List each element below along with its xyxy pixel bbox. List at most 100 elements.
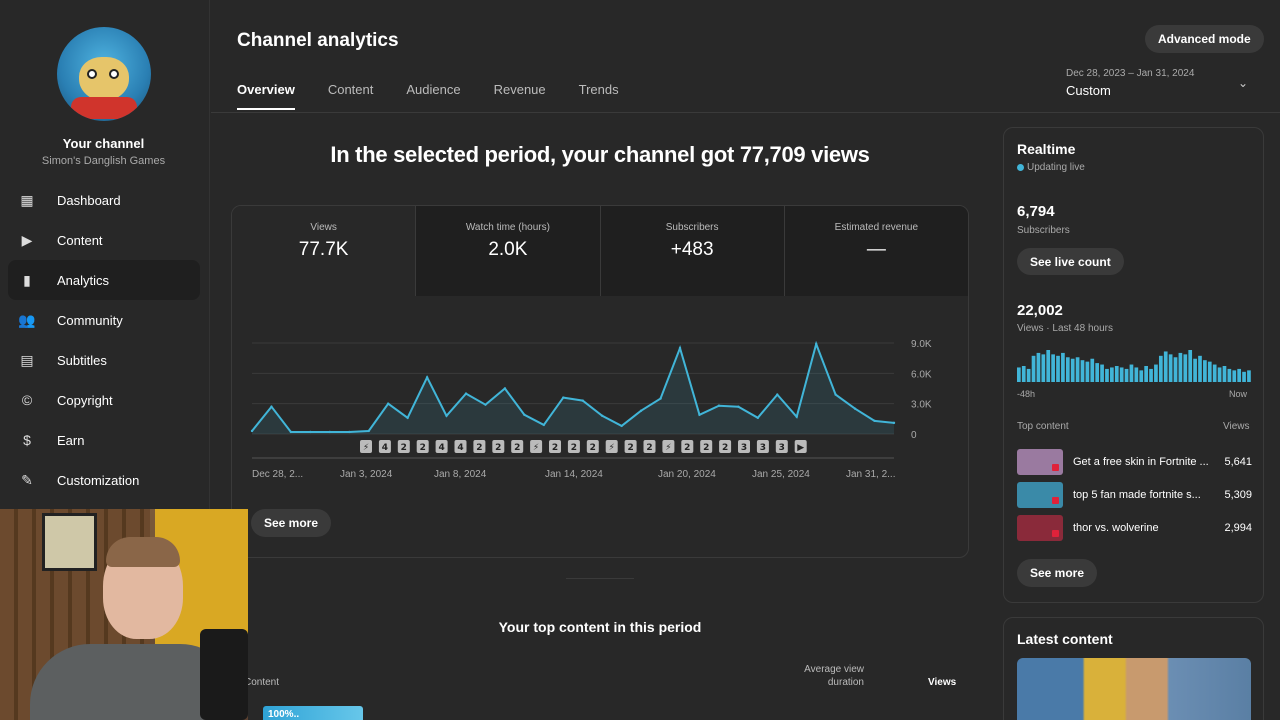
upload-marker[interactable] [511, 440, 524, 453]
realtime-bar[interactable] [1207, 361, 1212, 382]
sidebar-item-analytics[interactable]: ▮ Analytics [8, 260, 200, 300]
date-range[interactable]: Dec 28, 2023 – Jan 31, 2024 [1066, 68, 1195, 79]
latest-content-thumbnail[interactable] [1017, 658, 1251, 720]
realtime-bar[interactable] [1085, 361, 1090, 382]
data-point[interactable] [600, 414, 604, 417]
data-point[interactable] [289, 430, 293, 434]
realtime-top-item[interactable]: top 5 fan made fortnite s... 5,309 [1017, 482, 1252, 508]
realtime-bar[interactable] [1070, 358, 1075, 382]
data-point[interactable] [620, 424, 623, 428]
metric-tab[interactable]: Watch time (hours) 2.0K [416, 206, 601, 296]
realtime-bar[interactable] [1217, 367, 1222, 382]
realtime-bar[interactable] [1183, 354, 1188, 382]
realtime-top-item[interactable]: thor vs. wolverine 2,994 [1017, 515, 1252, 541]
realtime-top-item[interactable]: Get a free skin in Fortnite ... 5,641 [1017, 449, 1252, 475]
realtime-bar[interactable] [1051, 354, 1055, 382]
upload-marker[interactable] [397, 440, 410, 453]
realtime-bar[interactable] [1080, 360, 1085, 382]
data-point[interactable] [776, 393, 779, 396]
realtime-bar[interactable] [1198, 355, 1202, 382]
upload-marker[interactable] [775, 440, 788, 453]
upload-marker[interactable] [756, 440, 769, 453]
data-point[interactable] [309, 430, 312, 434]
realtime-bar[interactable] [1065, 357, 1070, 382]
sidebar-item-dashboard[interactable]: ▦ Dashboard [8, 180, 200, 220]
sidebar-item-customization[interactable]: ✎ Customization [8, 460, 200, 500]
data-point[interactable] [562, 396, 565, 399]
data-point[interactable] [503, 387, 507, 390]
realtime-bar[interactable] [1173, 357, 1178, 382]
data-point[interactable] [523, 413, 526, 416]
tab-trends[interactable]: Trends [578, 82, 619, 97]
upload-marker[interactable] [567, 440, 580, 453]
see-live-count-button[interactable]: See live count [1017, 248, 1124, 275]
tab-content[interactable]: Content [327, 82, 374, 97]
realtime-bar[interactable] [1237, 368, 1242, 382]
data-point[interactable] [270, 405, 273, 408]
realtime-bar[interactable] [1124, 368, 1129, 382]
realtime-bar[interactable] [1095, 363, 1100, 382]
realtime-bar[interactable] [1041, 354, 1046, 382]
channel-avatar[interactable] [57, 27, 151, 121]
data-point[interactable] [678, 346, 682, 350]
realtime-bar[interactable] [1056, 355, 1060, 382]
data-point[interactable] [795, 415, 798, 419]
realtime-bar[interactable] [1110, 367, 1114, 382]
upload-marker[interactable] [738, 440, 750, 453]
realtime-bar[interactable] [1149, 368, 1153, 382]
data-point[interactable] [737, 405, 740, 408]
realtime-bar[interactable] [1017, 367, 1021, 382]
upload-marker[interactable] [624, 440, 637, 453]
upload-marker[interactable] [681, 440, 694, 453]
realtime-bar[interactable] [1193, 358, 1197, 382]
realtime-bar[interactable] [1168, 354, 1173, 382]
data-point[interactable] [445, 414, 448, 417]
realtime-bar[interactable] [1158, 355, 1163, 382]
realtime-bar[interactable] [1222, 366, 1227, 382]
tab-audience[interactable]: Audience [406, 82, 461, 97]
data-point[interactable] [892, 421, 896, 425]
realtime-bar[interactable] [1075, 357, 1080, 382]
upload-marker[interactable] [530, 440, 543, 453]
column-header-views[interactable]: Views [928, 677, 957, 688]
realtime-bar[interactable] [1119, 367, 1124, 382]
sidebar-item-community[interactable]: 👥 Community [8, 300, 200, 340]
realtime-bar[interactable] [1232, 370, 1237, 382]
top-content-thumbnail[interactable]: 100%.. [263, 706, 363, 720]
realtime-bar[interactable] [1046, 350, 1051, 382]
realtime-bar[interactable] [1036, 352, 1041, 382]
sidebar-item-subtitles[interactable]: ▤ Subtitles [8, 340, 200, 380]
advanced-mode-button[interactable]: Advanced mode [1145, 25, 1264, 53]
sidebar-item-copyright[interactable]: © Copyright [8, 380, 200, 420]
realtime-bar[interactable] [1031, 355, 1036, 382]
realtime-bar[interactable] [1090, 358, 1095, 382]
see-more-button[interactable]: See more [251, 509, 332, 537]
tab-revenue[interactable]: Revenue [493, 82, 546, 97]
data-point[interactable] [328, 430, 332, 434]
upload-marker[interactable] [719, 440, 732, 453]
upload-marker[interactable] [549, 440, 561, 453]
upload-marker[interactable] [794, 440, 807, 453]
upload-marker[interactable] [700, 440, 713, 453]
data-point[interactable] [698, 413, 701, 416]
upload-marker[interactable] [473, 440, 486, 453]
chevron-down-icon[interactable]: ⌄ [1238, 76, 1249, 90]
column-header-avg-duration[interactable]: Average view duration [804, 664, 864, 688]
realtime-bar[interactable] [1154, 364, 1158, 382]
data-point[interactable] [250, 429, 254, 433]
upload-marker[interactable] [454, 440, 467, 453]
data-point[interactable] [756, 416, 760, 420]
upload-marker[interactable] [662, 440, 675, 453]
data-point[interactable] [484, 403, 487, 406]
data-point[interactable] [639, 409, 643, 412]
data-point[interactable] [873, 419, 876, 423]
upload-marker[interactable] [643, 440, 656, 453]
upload-marker[interactable] [586, 440, 599, 453]
upload-marker[interactable] [360, 440, 372, 453]
realtime-bar[interactable] [1242, 371, 1246, 382]
data-point[interactable] [853, 407, 857, 410]
realtime-bar[interactable] [1212, 364, 1217, 382]
sidebar-item-earn[interactable]: $ Earn [8, 420, 200, 460]
data-point[interactable] [659, 397, 662, 400]
metric-tab[interactable]: Estimated revenue — [784, 206, 968, 296]
